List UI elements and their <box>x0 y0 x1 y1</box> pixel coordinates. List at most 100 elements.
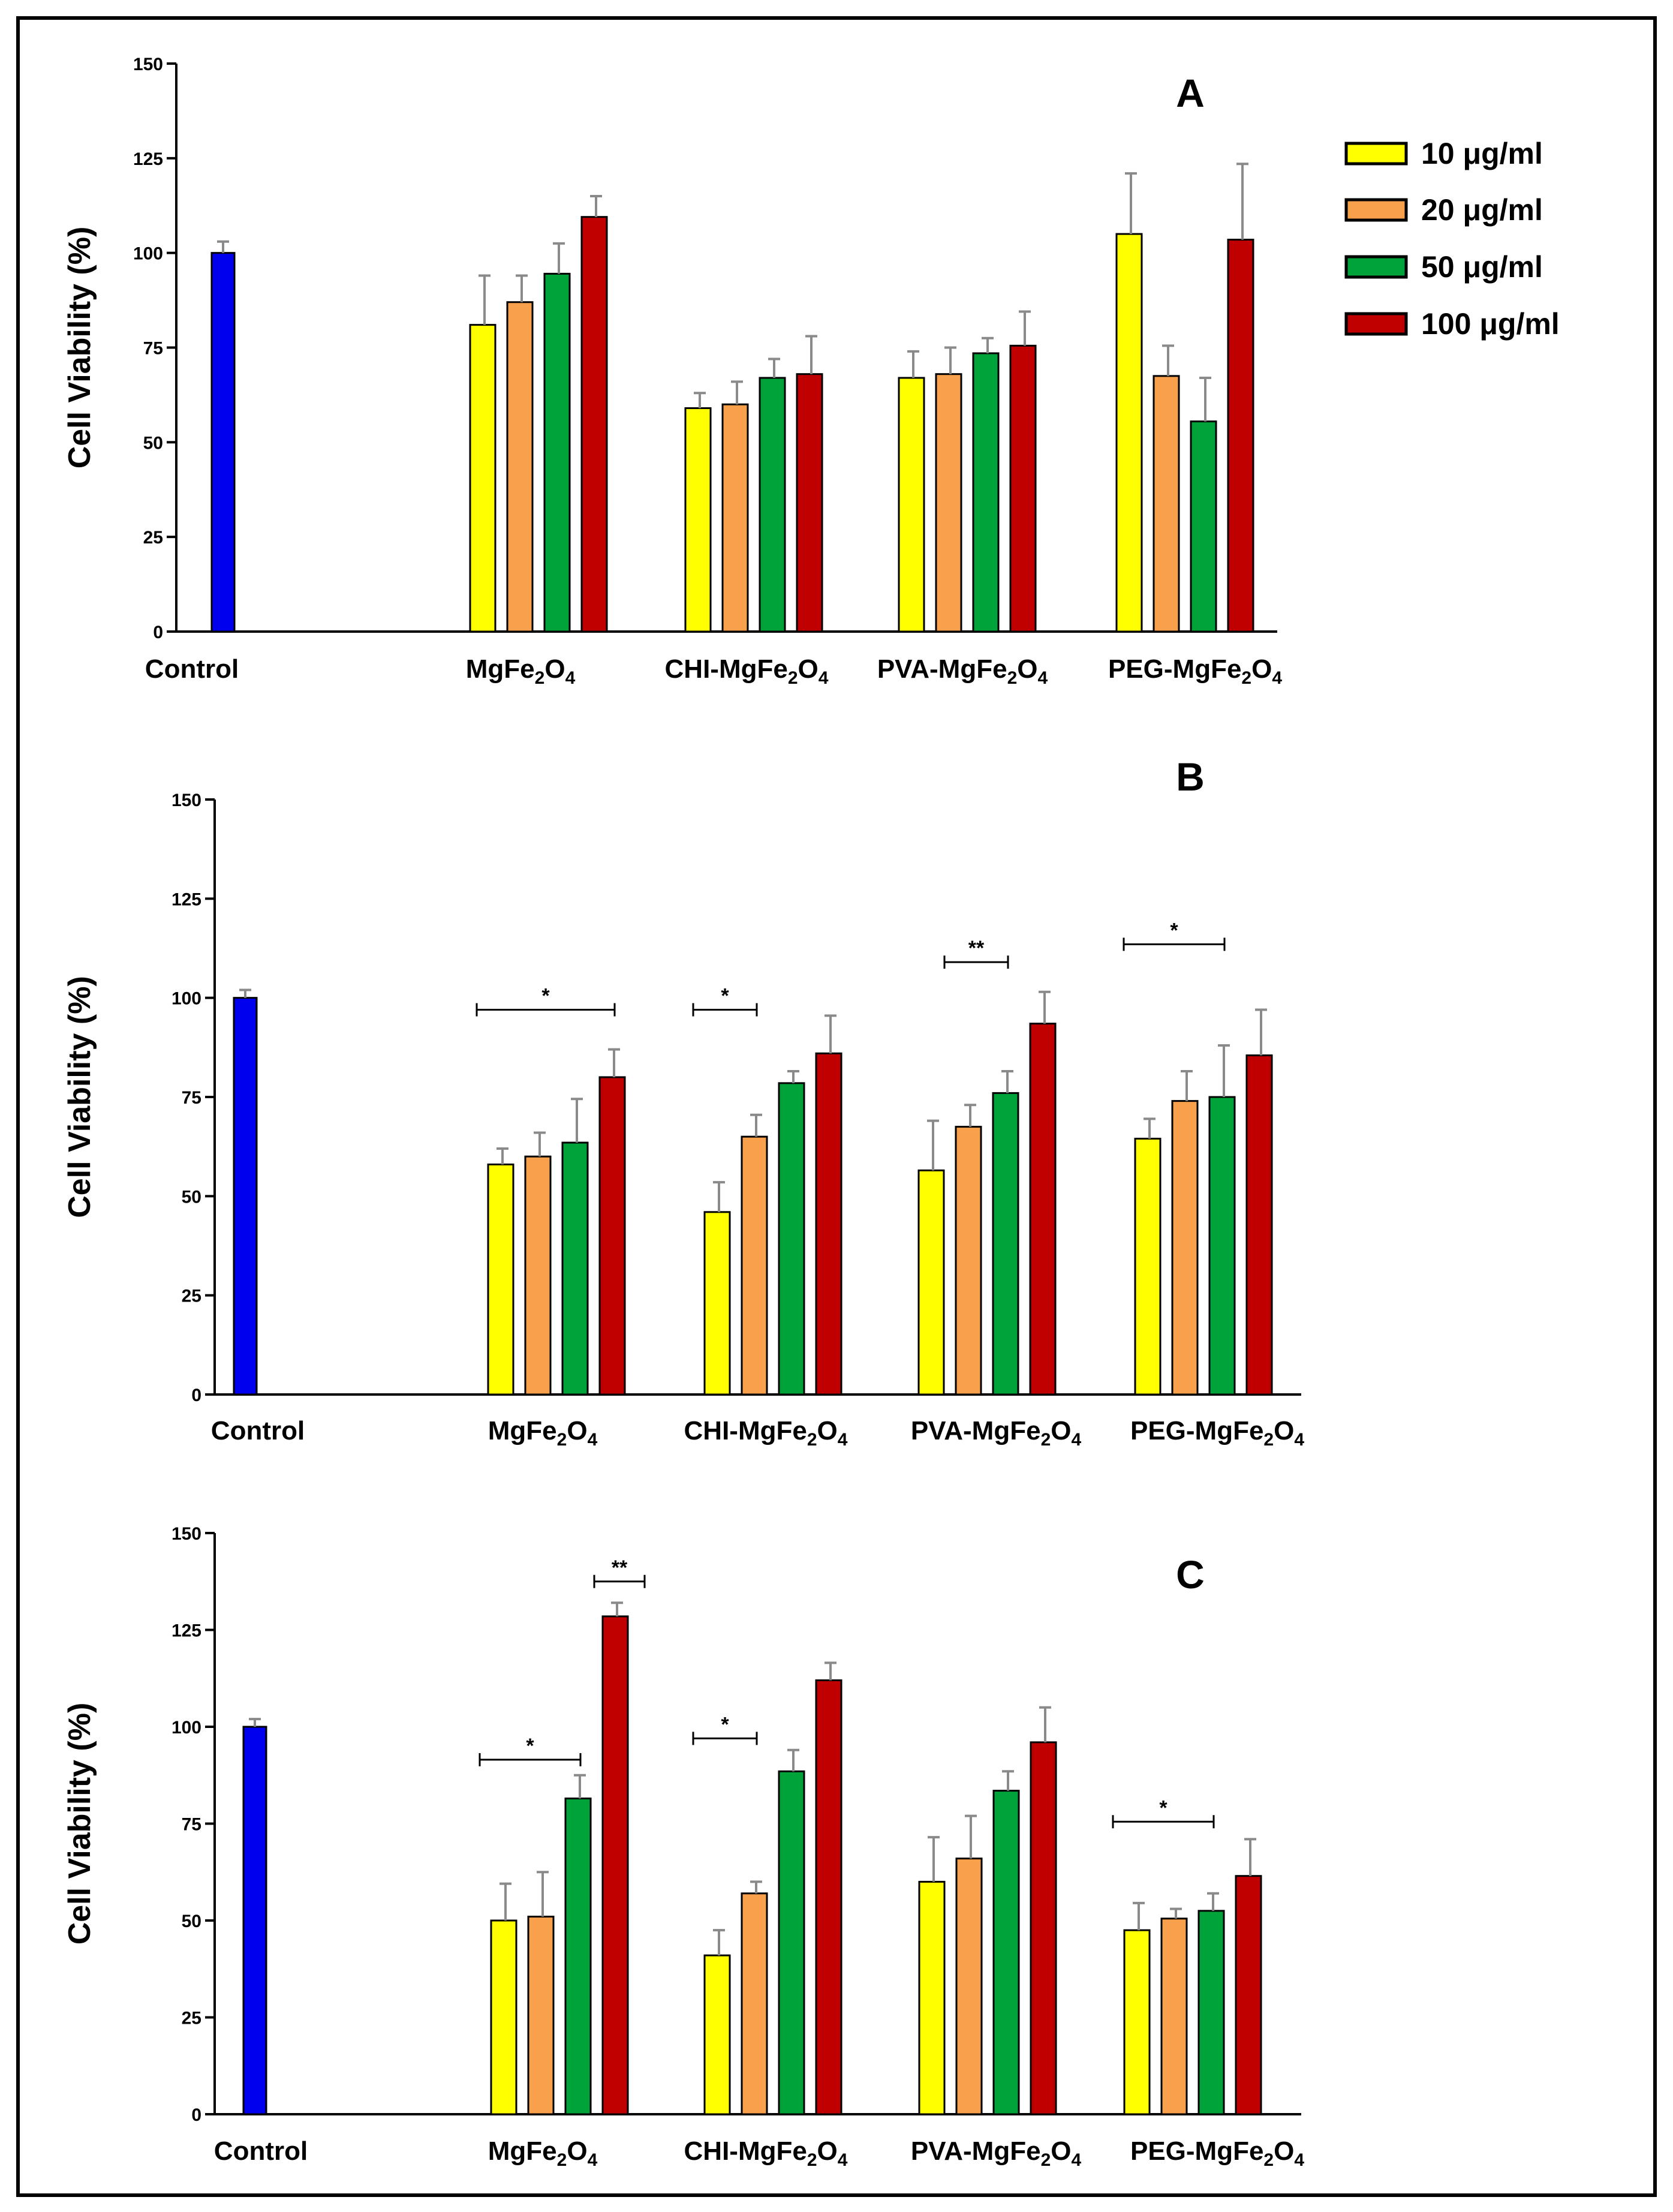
bar-chi-mgfe-100 <box>815 1052 842 1396</box>
significance-label: * <box>1170 919 1178 942</box>
legend-label: 20 μg/ml <box>1421 193 1543 227</box>
bar-pva-mgfe-100 <box>1030 1741 1057 2115</box>
y-tick-label: 0 <box>191 1385 201 1405</box>
significance-label: * <box>526 1735 534 1757</box>
category-label: MgFe2O4 <box>488 1416 598 1450</box>
bar-control <box>233 997 258 1396</box>
y-axis-label: Cell Viability (%) <box>62 976 97 1218</box>
bar-control <box>210 252 236 633</box>
bar-pva-mgfe-50 <box>992 1790 1020 2115</box>
category-label: PEG-MgFe2O4 <box>1108 654 1282 688</box>
legend-swatch <box>1344 142 1408 166</box>
y-tick-label: 50 <box>182 1912 201 1931</box>
bar-pva-mgfe-100 <box>1029 1023 1057 1396</box>
bar-pva-mgfe-10 <box>918 1880 946 2115</box>
category-label: MgFe2O4 <box>466 654 576 688</box>
category-label: PVA-MgFe2O4 <box>911 2136 1082 2170</box>
category-label: CHI-MgFe2O4 <box>665 654 829 688</box>
bar-peg-mgfe-100 <box>1227 239 1254 633</box>
y-tick-label: 50 <box>143 433 163 453</box>
bar-pva-mgfe-50 <box>992 1092 1019 1396</box>
y-tick-label: 75 <box>182 1815 201 1835</box>
bar-mgfe-100 <box>601 1615 629 2115</box>
y-tick-label: 150 <box>171 1524 201 1544</box>
y-tick-label: 100 <box>171 989 201 1009</box>
bar-peg-mgfe-10 <box>1134 1137 1162 1396</box>
chart-panels: 0 25 50 75 100 125 150 Cell Viability (%) A Contr… <box>62 55 1304 2170</box>
y-tick-label: 125 <box>133 149 163 169</box>
bar-peg-mgfe-20 <box>1153 375 1180 633</box>
significance-label: * <box>1159 1796 1168 1819</box>
legend-label: 100 μg/ml <box>1421 307 1560 341</box>
y-tick-label: 25 <box>182 2009 201 2028</box>
chart-panel-a: 0 25 50 75 100 125 150 Cell Viability (%) A Contr… <box>62 55 1282 688</box>
y-tick-label: 100 <box>171 1718 201 1738</box>
y-tick-label: 125 <box>171 1621 201 1641</box>
bar-chi-mgfe-20 <box>741 1135 768 1396</box>
bar-chi-mgfe-10 <box>703 1954 731 2115</box>
y-tick-label: 150 <box>171 791 201 810</box>
legend-label: 10 μg/ml <box>1421 137 1543 170</box>
category-label: PVA-MgFe2O4 <box>911 1416 1082 1450</box>
category-label-control: Control <box>211 1416 305 1445</box>
bar-chi-mgfe-10 <box>684 407 712 633</box>
bar-mgfe-10 <box>469 324 497 633</box>
bar-mgfe-100 <box>580 216 608 633</box>
bar-mgfe-100 <box>598 1076 626 1396</box>
bar-peg-mgfe-10 <box>1123 1929 1151 2115</box>
bar-control <box>242 1726 267 2115</box>
significance-label: * <box>721 1713 729 1736</box>
bar-pva-mgfe-50 <box>972 352 1000 633</box>
legend-swatch <box>1344 312 1408 336</box>
bar-peg-mgfe-20 <box>1160 1918 1188 2115</box>
bar-pva-mgfe-20 <box>955 1858 983 2115</box>
y-axis-label: Cell Viability (%) <box>62 227 97 469</box>
y-tick-label: 0 <box>153 623 163 642</box>
bar-chi-mgfe-100 <box>796 373 823 633</box>
bar-chi-mgfe-100 <box>815 1679 842 2115</box>
bar-pva-mgfe-20 <box>955 1126 982 1396</box>
y-tick-label: 50 <box>182 1187 201 1207</box>
bar-chi-mgfe-10 <box>703 1211 731 1396</box>
legend-swatch <box>1344 198 1408 222</box>
bar-mgfe-10 <box>487 1163 514 1396</box>
y-axis-label: Cell Viability (%) <box>62 1703 97 1945</box>
significance-label: * <box>541 985 550 1008</box>
bar-peg-mgfe-10 <box>1115 233 1143 633</box>
y-tick-label: 75 <box>143 339 163 359</box>
bar-mgfe-50 <box>543 272 571 633</box>
bar-chi-mgfe-50 <box>778 1082 805 1396</box>
y-tick-label: 75 <box>182 1088 201 1108</box>
y-tick-label: 25 <box>182 1287 201 1306</box>
category-label: CHI-MgFe2O4 <box>684 2136 848 2170</box>
bar-chi-mgfe-50 <box>778 1770 805 2115</box>
bar-chi-mgfe-20 <box>721 403 749 633</box>
bar-pva-mgfe-20 <box>935 373 962 633</box>
category-label-control: Control <box>214 2136 308 2166</box>
bar-chi-mgfe-50 <box>759 377 786 633</box>
y-tick-label: 150 <box>133 55 163 74</box>
category-label: PEG-MgFe2O4 <box>1130 1416 1304 1450</box>
bar-pva-mgfe-100 <box>1009 344 1037 633</box>
significance-label: ** <box>968 937 985 960</box>
panel-label: A <box>1176 71 1205 115</box>
bar-pva-mgfe-10 <box>917 1169 945 1396</box>
category-label: MgFe2O4 <box>488 2136 598 2170</box>
category-label: PVA-MgFe2O4 <box>877 654 1048 688</box>
y-tick-label: 25 <box>143 528 163 548</box>
legend-swatch <box>1344 255 1408 279</box>
significance-label: ** <box>612 1556 628 1579</box>
bar-mgfe-20 <box>506 301 534 633</box>
bar-mgfe-20 <box>524 1155 552 1396</box>
y-tick-label: 100 <box>133 244 163 264</box>
bar-peg-mgfe-100 <box>1245 1054 1273 1396</box>
bar-mgfe-20 <box>527 1916 555 2115</box>
bar-chi-mgfe-20 <box>741 1892 768 2115</box>
category-label: PEG-MgFe2O4 <box>1130 2136 1304 2170</box>
bar-mgfe-10 <box>490 1919 517 2115</box>
y-tick-label: 0 <box>191 2105 201 2125</box>
legend-label: 50 μg/ml <box>1421 250 1543 284</box>
